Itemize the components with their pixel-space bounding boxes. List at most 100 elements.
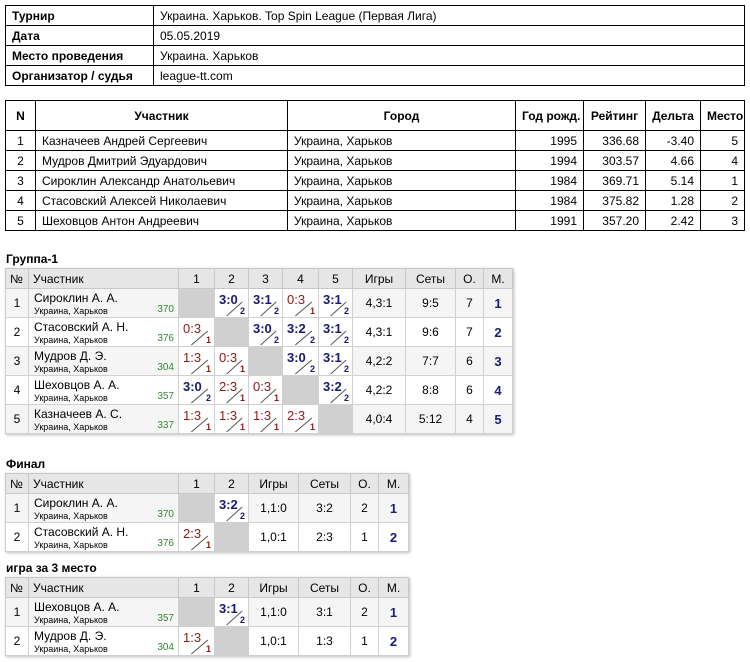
score-cell: 3:2 2: [282, 317, 319, 347]
participant-cell: 3: [700, 210, 745, 231]
empty-cell: [248, 346, 283, 376]
player-city: Украина, Харьков: [34, 511, 108, 521]
score-cell: 3:0 2: [248, 317, 283, 347]
player-number: 1: [5, 597, 29, 627]
points: 1: [205, 644, 211, 654]
player-row: 1 Сироклин А. А. Украина, Харьков 370 3:0 2 3:…: [5, 288, 513, 318]
group-title: Финал: [6, 457, 46, 471]
points-total: 6: [455, 375, 484, 405]
score-cell: 0:3 1: [178, 317, 215, 347]
slash: [330, 330, 347, 346]
score-cell: 3:1 2: [214, 597, 249, 627]
score-cell: 1:3 1: [178, 404, 215, 434]
column-header: 1: [178, 268, 215, 289]
participant-cell: Украина, Харьков: [287, 190, 516, 211]
score: 3:1: [323, 292, 342, 307]
score-cell: 3:2 2: [214, 493, 249, 523]
player-name-cell: Стасовский А. Н. Украина, Харьков 376: [28, 317, 179, 347]
player-city: Украина, Харьков: [34, 540, 108, 550]
points: 2: [239, 615, 245, 625]
player-rating: 370: [157, 509, 174, 520]
participant-cell: 303.57: [583, 150, 646, 171]
score-cell: 0:3 1: [282, 288, 319, 318]
score-cell: 2:3 1: [214, 375, 249, 405]
empty-cell: [318, 404, 353, 434]
games: 1,0:1: [248, 522, 299, 552]
column-header: 2: [214, 268, 249, 289]
sets: 8:8: [405, 375, 456, 405]
sets: 2:3: [298, 522, 351, 552]
slash: [226, 506, 243, 522]
score-cell: 2:3 1: [178, 522, 215, 552]
info-cell: league-tt.com: [153, 65, 745, 86]
sets: 5:12: [405, 404, 456, 434]
column-header: 3: [248, 268, 283, 289]
participant-cell: 4: [700, 150, 745, 171]
empty-cell: [178, 288, 215, 318]
score: 3:0: [287, 350, 306, 365]
player-rating: 337: [157, 420, 174, 431]
player-number: 1: [5, 288, 29, 318]
slash: [330, 359, 347, 375]
participant-cell: 4: [5, 190, 36, 211]
participant-cell: Шеховцов Антон Андреевич: [35, 210, 288, 231]
participant-row: 5 Шеховцов Антон Андреевич Украина, Харько…: [5, 210, 745, 231]
participant-row: 4 Стасовский Алексей Николаевич Украина, Х…: [5, 190, 745, 211]
slash: [295, 359, 313, 375]
participant-cell: 369.71: [583, 170, 646, 191]
column-header: Участник: [28, 268, 179, 289]
column-header: Рейтинг: [583, 100, 646, 131]
column-header: О.: [350, 577, 379, 598]
column-header: Игры: [352, 268, 406, 289]
column-header: Сеты: [298, 473, 351, 494]
player-name-cell: Мудров Д. Э. Украина, Харьков 304: [28, 346, 179, 376]
participant-cell: Украина, Харьков: [287, 150, 516, 171]
points: 1: [273, 393, 279, 403]
points-total: 7: [455, 317, 484, 347]
points: 2: [343, 364, 349, 374]
column-header: 4: [282, 268, 319, 289]
player-name-cell: Стасовский А. Н. Украина, Харьков 376: [28, 522, 179, 552]
column-header: 1: [178, 473, 215, 494]
points: 1: [239, 364, 245, 374]
player-city: Украина, Харьков: [34, 422, 108, 432]
info-cell: 05.05.2019: [153, 25, 745, 46]
player-name-cell: Сироклин А. А. Украина, Харьков 370: [28, 493, 179, 523]
points: 2: [309, 335, 315, 345]
points: 2: [205, 393, 211, 403]
score: 0:3: [183, 321, 202, 336]
info-cell: Дата: [5, 25, 154, 46]
score-cell: 1:3 1: [248, 404, 283, 434]
points: 2: [273, 306, 279, 316]
score: 3:0: [253, 321, 272, 336]
participant-cell: 3: [5, 170, 36, 191]
group-table: № Участник 1 2 3 4 5 Игры Сеты О. М. 1 Сироклин А. А…: [5, 268, 513, 434]
place: 5: [483, 404, 513, 434]
player-number: 1: [5, 493, 29, 523]
points: 1: [273, 422, 279, 432]
slash: [295, 417, 313, 433]
participant-row: 3 Сироклин Александр Анатольевич Украина, …: [5, 170, 745, 191]
info-row: Дата 05.05.2019: [5, 25, 745, 46]
place: 2: [378, 522, 409, 552]
score: 3:2: [323, 379, 342, 394]
player-name-cell: Казначеев А. С. Украина, Харьков 337: [28, 404, 179, 434]
participant-cell: 5: [5, 210, 36, 231]
player-number: 5: [5, 404, 29, 434]
group-table: № Участник 1 2 Игры Сеты О. М. 1 Сироклин А. А. Ук…: [5, 473, 409, 552]
score: 2:3: [219, 379, 238, 394]
score-cell: 3:2 2: [318, 375, 353, 405]
score-cell: 3:1 2: [248, 288, 283, 318]
info-row: Организатор / судья league-tt.com: [5, 65, 745, 86]
participant-cell: Мудров Дмитрий Эдуардович: [35, 150, 288, 171]
score: 2:3: [183, 526, 202, 541]
score: 3:1: [253, 292, 272, 307]
sets: 3:1: [298, 597, 351, 627]
player-row: 2 Стасовский А. Н. Украина, Харьков 376 2:3 1…: [5, 522, 409, 552]
player-rating: 376: [157, 538, 174, 549]
points-total: 4: [455, 404, 484, 434]
slash: [191, 535, 209, 551]
sets: 3:2: [298, 493, 351, 523]
player-row: 1 Сироклин А. А. Украина, Харьков 370 3:2 2 1,…: [5, 493, 409, 523]
player-row: 5 Казначеев А. С. Украина, Харьков 337 1:3 1 1…: [5, 404, 513, 434]
